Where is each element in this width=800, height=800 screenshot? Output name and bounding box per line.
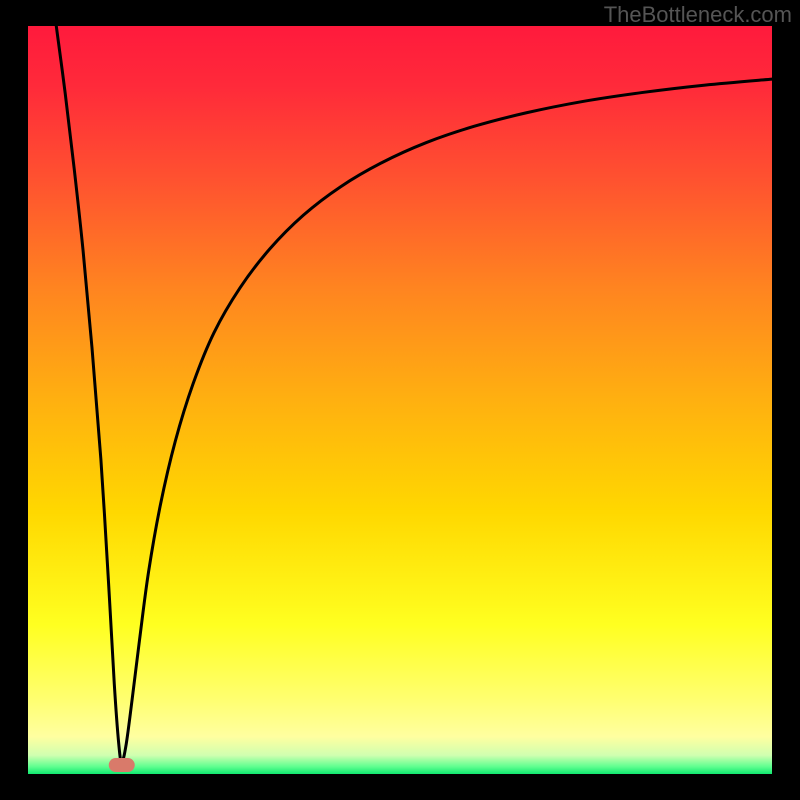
watermark-text: TheBottleneck.com (604, 2, 792, 28)
optimal-point-marker (109, 758, 135, 772)
chart-plot-background (28, 26, 772, 774)
bottleneck-chart (0, 0, 800, 800)
chart-container: TheBottleneck.com (0, 0, 800, 800)
